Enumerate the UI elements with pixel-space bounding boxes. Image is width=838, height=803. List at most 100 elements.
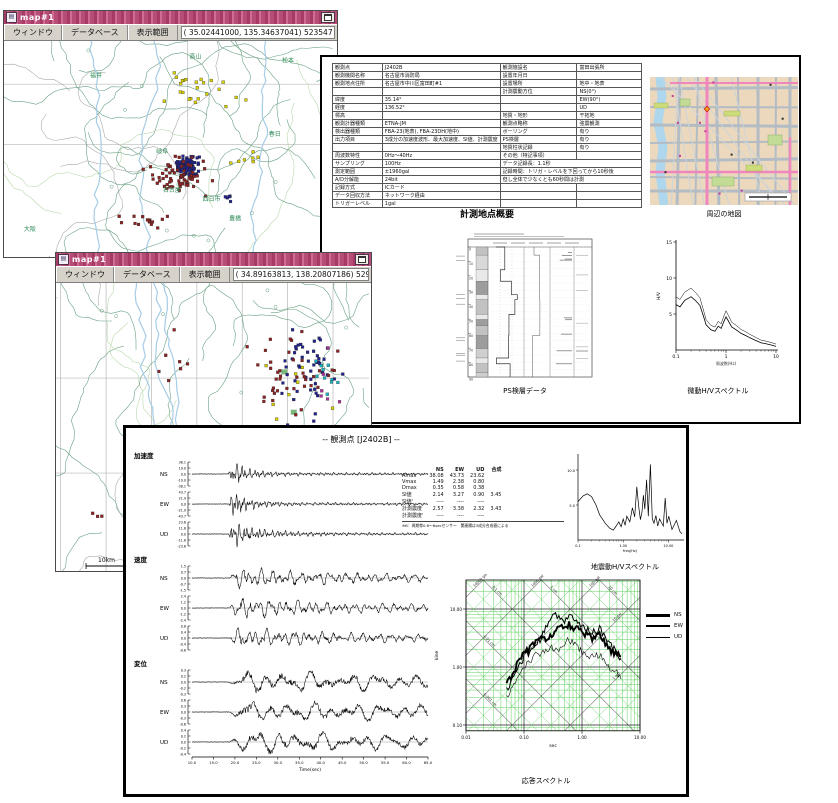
svg-text:100 gal: 100 gal: [588, 576, 600, 588]
stats-value: ----: [456, 498, 465, 505]
svg-text:10000 gal: 10000 gal: [472, 574, 488, 588]
svg-text:変位: 変位: [134, 659, 148, 668]
peak-stats-block: NS EW UD 合成 Amax 38.08 43.73 23.62 Vmax 1.49 2.38 0…: [402, 466, 564, 529]
svg-text:0.6: 0.6: [181, 699, 186, 703]
svg-text:10.0: 10.0: [567, 469, 575, 473]
svg-text:10km: 10km: [98, 557, 115, 564]
legend-item-ew: EW: [646, 623, 683, 629]
stats-value: 3.45: [490, 491, 502, 498]
table-row: 経度 136.52° UD: [332, 103, 642, 112]
table-cell: 出力項目: [332, 135, 383, 144]
svg-text:H/V: H/V: [656, 291, 662, 300]
legend-item-ud: UD: [646, 634, 683, 640]
stats-row: Amax 38.08 43.73 23.62: [402, 473, 505, 479]
table-cell: ICカード: [381, 183, 501, 192]
svg-text:-19.0: -19.0: [177, 479, 186, 483]
table-row: 測定範囲 ±1960gal 記録時間：トリガ・レベルを下回ってから10秒後: [332, 167, 643, 176]
svg-text:名古屋: 名古屋: [163, 186, 181, 194]
stats-value: ----: [436, 498, 444, 505]
svg-text:-0.2: -0.2: [180, 747, 186, 751]
stats-row-label: Dmax: [402, 485, 417, 491]
table-cell: 観測地点住所: [332, 79, 383, 88]
svg-text:0.0: 0.0: [181, 503, 186, 507]
svg-text:38.1: 38.1: [179, 461, 186, 465]
table-cell: 観測点略称: [499, 119, 578, 128]
svg-text:2.4: 2.4: [181, 595, 186, 599]
svg-text:-0.2: -0.2: [180, 687, 186, 691]
table-cell: J2402B: [381, 63, 501, 72]
legend-line-ns: [646, 613, 670, 617]
stats-value: 43.73: [449, 473, 465, 479]
svg-text:10: 10: [773, 354, 779, 360]
svg-text:福井: 福井: [90, 72, 102, 80]
map-window-2-titlebar[interactable]: ▤ map#1: [56, 253, 371, 266]
svg-text:-0.4: -0.4: [180, 643, 186, 647]
system-menu-icon[interactable]: ▤: [58, 254, 69, 265]
svg-text:0.01 cm: 0.01 cm: [483, 634, 497, 648]
table-cell: 3成分の加速度波形、最大加速度、SI値、計測震度: [381, 135, 501, 144]
stats-value: 23.62: [470, 473, 485, 479]
table-cell: サンプリング: [332, 159, 383, 168]
system-menu-icon[interactable]: ▤: [6, 12, 17, 23]
svg-text:0.0: 0.0: [181, 711, 186, 715]
svg-text:20.0: 20.0: [231, 760, 240, 765]
table-cell: 1gal: [381, 199, 501, 208]
table-cell: ネットワーク経由: [381, 191, 501, 200]
svg-text:1.00: 1.00: [577, 735, 587, 740]
menu-window[interactable]: ウィンドウ: [56, 267, 114, 282]
menu-window[interactable]: ウィンドウ: [4, 25, 62, 40]
svg-text:20: 20: [469, 276, 473, 280]
svg-text:freq(Hz): freq(Hz): [623, 549, 638, 553]
svg-text:速度: 速度: [134, 555, 148, 564]
table-cell: 有り: [576, 143, 642, 152]
ps-log-chart: 0 10 20 30 40 50 60 70 80 90: [456, 233, 593, 381]
restore-button[interactable]: [321, 12, 335, 23]
stats-col-header: EW: [455, 466, 465, 473]
svg-text:0.3: 0.3: [181, 705, 186, 709]
stats-row: 計測震度 2.57 3.38 2.32 3.43: [402, 505, 505, 513]
svg-text:kine: kine: [434, 650, 440, 660]
svg-text:50.0: 50.0: [359, 760, 368, 765]
table-cell: 名古屋市消防局: [381, 71, 501, 80]
table-row: トリガーレベル 1gal: [332, 199, 642, 208]
stats-row-label: SI値': [402, 499, 414, 505]
svg-text:40.0: 40.0: [316, 760, 325, 765]
stats-value: 0.58: [452, 485, 465, 491]
table-cell: A/D分解能: [332, 175, 383, 184]
svg-text:-0.6: -0.6: [180, 723, 186, 727]
menu-display-range[interactable]: 表示範囲: [127, 25, 178, 40]
table-row: 標高 地質・地形 干拓地: [332, 111, 642, 120]
city-map: [650, 77, 798, 205]
hv-caption: 微動H/Vスペクトル: [687, 387, 749, 395]
stats-col-header: NS: [435, 466, 444, 473]
svg-text:-43.7: -43.7: [177, 515, 186, 519]
restore-button[interactable]: [355, 254, 369, 265]
svg-text:5.0: 5.0: [569, 504, 575, 508]
svg-text:0.2: 0.2: [181, 675, 186, 679]
menu-database[interactable]: データベース: [114, 267, 180, 282]
svg-text:0.0: 0.0: [181, 533, 186, 537]
svg-text:55.0: 55.0: [381, 760, 390, 765]
svg-text:65.0: 65.0: [424, 760, 433, 765]
svg-text:21.9: 21.9: [179, 497, 186, 501]
window-title: map#1: [20, 13, 55, 22]
svg-text:NS: NS: [160, 472, 168, 478]
stats-value: ----: [477, 498, 485, 505]
earthquake-hv-chart: 5.0 10.0 0.1 1.00 10.00 freq(Hz): [567, 454, 684, 553]
stats-row: SI値' ---- ---- ----: [402, 498, 505, 506]
stats-value: 0.90: [473, 491, 485, 498]
table-cell: 有り: [576, 135, 642, 144]
svg-text:春日: 春日: [269, 130, 281, 138]
table-cell: データ記録長：1.1秒: [499, 159, 643, 168]
svg-text:0.01: 0.01: [461, 735, 471, 740]
table-cell: 地質柱状記録: [499, 143, 578, 152]
table-cell: EW(90°): [576, 95, 642, 104]
legend-line-ew: [646, 625, 670, 627]
menu-database[interactable]: データベース: [62, 25, 128, 40]
svg-text:周波数(Hz): 周波数(Hz): [716, 360, 737, 366]
menu-display-range[interactable]: 表示範囲: [179, 267, 230, 282]
stats-value: 2.38: [452, 479, 465, 485]
map-window-1-titlebar[interactable]: ▤ map#1: [4, 11, 337, 24]
svg-text:10.0: 10.0: [188, 760, 197, 765]
